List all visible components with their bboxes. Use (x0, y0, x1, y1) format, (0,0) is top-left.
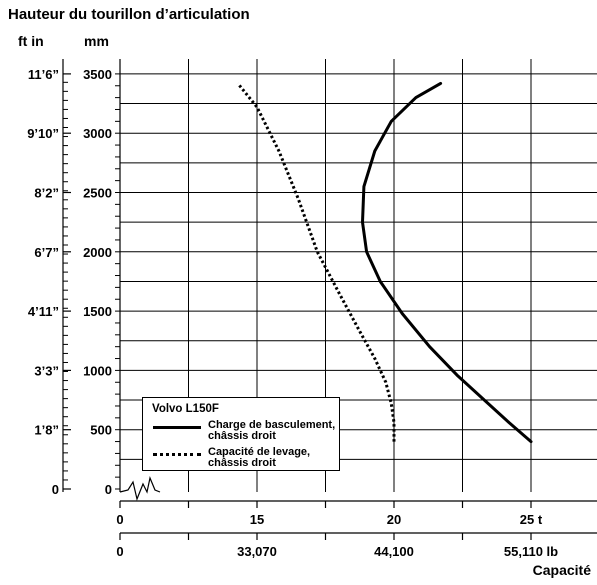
axis-break-marker (119, 475, 161, 501)
x-tick-label-tonnes: 0 (116, 512, 123, 527)
y-tick-label-ft: 9’10” (27, 126, 59, 141)
legend-item-tipping-load: Charge de basculement, châssis droit (208, 420, 338, 442)
x-tick-label-pounds: 0 (116, 544, 123, 559)
y-tick-label-ft: 0 (52, 482, 59, 497)
legend-item-lift-capacity: Capacité de levage, châssis droit (208, 447, 338, 469)
legend-swatch-solid (153, 426, 201, 429)
x-tick-label-tonnes: 20 (387, 512, 401, 527)
legend: Volvo L150F Charge de basculement, châss… (142, 397, 340, 471)
y-tick-label-mm: 3500 (83, 67, 112, 82)
y-tick-label-mm: 1000 (83, 363, 112, 378)
y-tick-label-ft: 4’11” (28, 304, 59, 319)
unit-label-imperial: ft in (18, 33, 44, 49)
legend-swatch-dotted (153, 453, 201, 456)
legend-title: Volvo L150F (152, 403, 219, 415)
y-tick-label-mm: 1500 (83, 304, 112, 319)
legend-label-line: châssis droit (208, 457, 276, 469)
x-tick-label-pounds: 44,100 (374, 544, 414, 559)
y-tick-label-mm: 500 (90, 423, 112, 438)
y-tick-label-ft: 8’2” (34, 186, 59, 201)
legend-label-line: châssis droit (208, 430, 276, 442)
x-axis-title: Capacité (532, 562, 591, 578)
legend-label-line: Capacité de levage, (208, 446, 311, 458)
chart-title: Hauteur du tourillon d’articulation (8, 6, 250, 23)
legend-label-line: Charge de basculement, (208, 419, 336, 431)
y-tick-label-mm: 2500 (83, 186, 112, 201)
y-tick-label-ft: 6’7” (34, 245, 59, 260)
unit-label-metric: mm (84, 33, 109, 49)
y-tick-label-ft: 1’8” (34, 423, 59, 438)
y-tick-label-mm: 2000 (83, 245, 112, 260)
x-tick-label-tonnes: 15 (250, 512, 264, 527)
x-tick-label-pounds: 55,110 lb (504, 544, 558, 559)
series-line-tipping-load (361, 81, 533, 444)
x-tick-label-tonnes: 25 t (520, 512, 543, 527)
y-tick-label-ft: 11’6” (28, 67, 59, 82)
y-tick-label-mm: 0 (105, 482, 112, 497)
y-tick-label-ft: 3’3” (34, 363, 59, 378)
x-tick-label-pounds: 33,070 (237, 544, 277, 559)
series-line-lift-capacity (236, 82, 396, 442)
y-tick-label-mm: 3000 (83, 126, 112, 141)
